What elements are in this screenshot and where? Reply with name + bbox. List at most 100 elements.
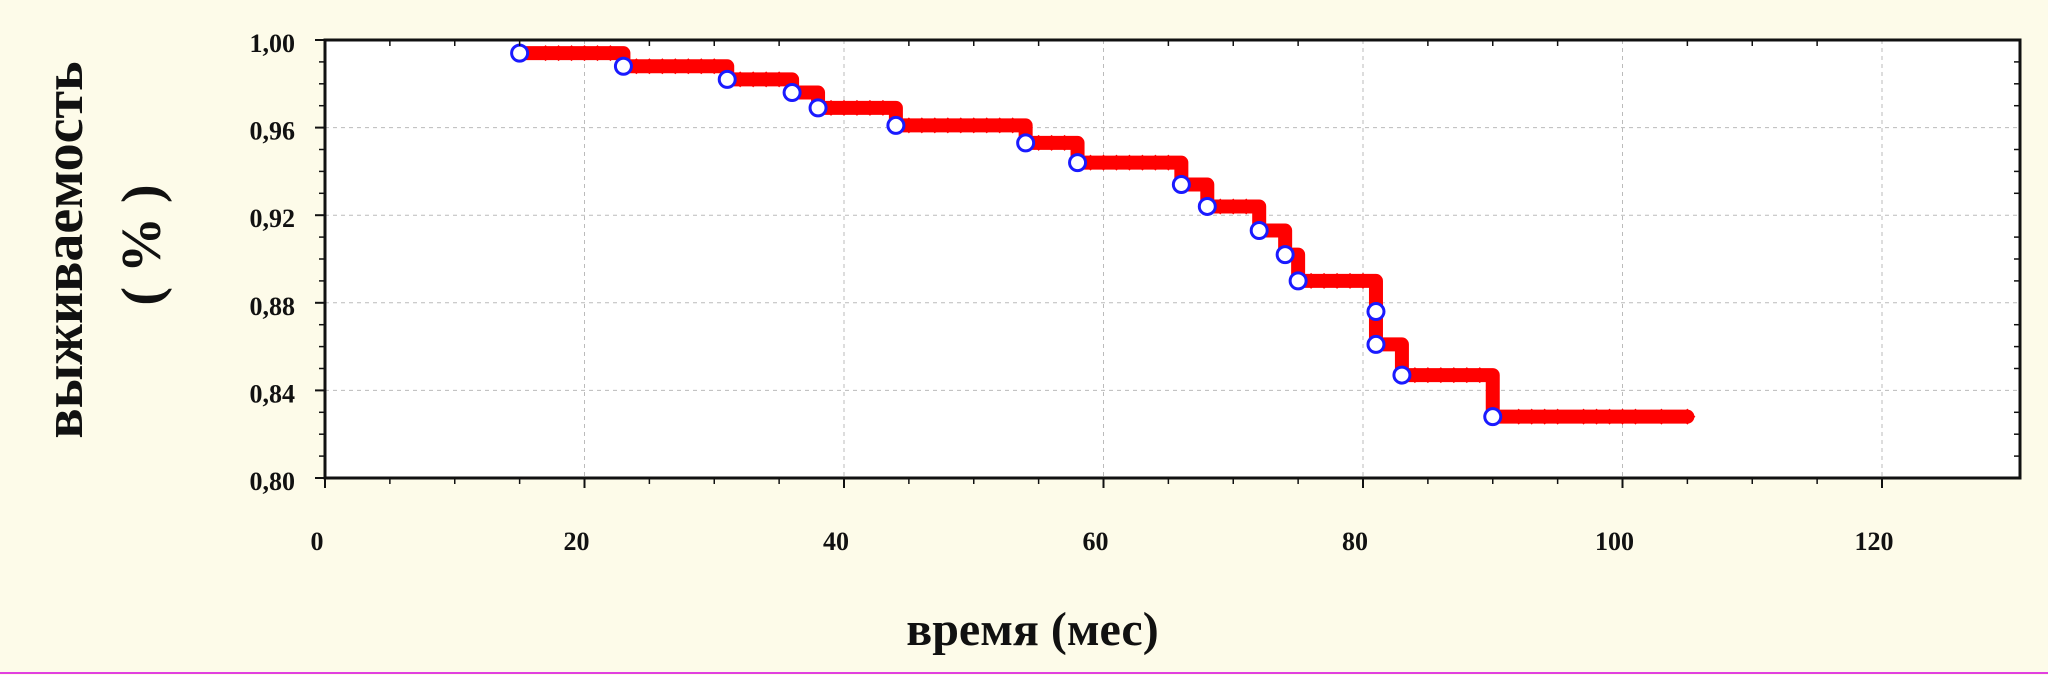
censored-marker [913, 117, 930, 134]
event-marker [1275, 245, 1295, 265]
censored-marker [1419, 367, 1436, 384]
censored-marker [1056, 134, 1073, 151]
censored-marker [1549, 408, 1566, 425]
censored-marker [680, 58, 697, 75]
event-marker [1171, 175, 1191, 195]
censored-marker [836, 99, 852, 116]
censored-marker [1108, 154, 1125, 171]
y-tick-label: 0,96 [250, 117, 296, 146]
censored-marker [1432, 367, 1449, 384]
censored-marker [589, 45, 606, 62]
censored-marker [1536, 408, 1553, 425]
censored-marker [1679, 408, 1696, 425]
x-tick-label: 20 [564, 527, 590, 556]
censored-marker [1134, 154, 1151, 171]
censored-marker [628, 58, 645, 75]
censored-marker [1147, 154, 1164, 171]
censored-marker [745, 71, 762, 88]
x-axis-title: время (мес) [906, 603, 1158, 656]
event-marker [886, 115, 906, 135]
event-marker [1366, 334, 1386, 354]
censored-marker [576, 45, 593, 62]
censored-marker [1303, 272, 1320, 289]
censored-marker [823, 99, 840, 116]
event-marker [1197, 196, 1217, 216]
event-marker [1392, 365, 1412, 385]
x-tick-label: 0 [311, 527, 324, 556]
censored-marker [1406, 367, 1423, 384]
censored-marker [1458, 367, 1475, 384]
censored-marker [1614, 408, 1631, 425]
censored-marker [991, 117, 1008, 134]
censored-marker [900, 117, 917, 134]
censored-marker [641, 58, 658, 75]
censored-marker [861, 99, 878, 116]
censored-marker [693, 58, 710, 75]
censored-marker [1212, 198, 1229, 215]
x-tick-label: 120 [1855, 527, 1894, 556]
censored-marker [1121, 154, 1138, 171]
censored-marker [1238, 198, 1255, 215]
censored-marker [550, 45, 567, 62]
censored-marker [848, 99, 865, 116]
censored-marker [1510, 408, 1527, 425]
censored-marker [667, 58, 684, 75]
censored-marker [732, 71, 749, 88]
censored-marker [706, 58, 723, 75]
event-marker [510, 43, 530, 63]
censored-marker [1523, 408, 1540, 425]
censored-marker [965, 117, 982, 134]
censored-marker [1030, 134, 1047, 151]
censored-marker [874, 99, 891, 116]
event-marker [808, 98, 828, 118]
x-tick-label: 100 [1595, 527, 1634, 556]
censored-marker [1225, 198, 1242, 215]
censored-marker [1160, 154, 1177, 171]
plot-area [325, 40, 2020, 478]
event-marker [1483, 407, 1503, 427]
censored-marker [1095, 154, 1112, 171]
event-marker [1366, 302, 1386, 322]
censored-marker [1588, 408, 1605, 425]
censored-marker [1329, 272, 1346, 289]
event-marker [717, 69, 737, 89]
censored-marker [1043, 134, 1060, 151]
censored-marker [537, 45, 554, 62]
censored-marker [952, 117, 969, 134]
censored-marker [1627, 408, 1644, 425]
censored-marker [978, 117, 995, 134]
y-tick-label: 0,84 [250, 379, 296, 408]
event-marker [782, 83, 802, 103]
y-tick-label: 1,00 [250, 29, 296, 58]
y-axis-unit: ( % ) [111, 184, 173, 305]
censored-marker [654, 58, 671, 75]
censored-marker [1601, 408, 1618, 425]
y-tick-label: 0,92 [250, 204, 296, 233]
x-tick-label: 40 [823, 527, 849, 556]
censored-marker [1575, 408, 1592, 425]
event-marker [1068, 153, 1088, 173]
censored-marker [1445, 367, 1462, 384]
censored-marker [1355, 272, 1371, 289]
censored-marker [1082, 154, 1099, 171]
event-marker [1249, 221, 1269, 241]
censored-marker [1316, 272, 1333, 289]
censored-marker [563, 45, 580, 62]
event-marker [613, 56, 633, 76]
axes: 0 20 40 60 80 100 120 0,80 0,84 0,88 0,92 0,96 1,00 [250, 29, 2020, 556]
y-tick-label: 0,80 [250, 467, 296, 496]
event-marker [1288, 271, 1308, 291]
censored-marker [939, 117, 956, 134]
censored-marker [1653, 408, 1670, 425]
x-tick-label: 60 [1083, 527, 1109, 556]
censored-marker [1342, 272, 1359, 289]
x-tick-label: 80 [1342, 527, 1368, 556]
censored-marker [758, 71, 775, 88]
event-marker [1016, 133, 1036, 153]
y-tick-label: 0,88 [250, 292, 296, 321]
censored-marker [1004, 117, 1021, 134]
censored-marker [926, 117, 943, 134]
censored-marker [602, 45, 619, 62]
y-axis-title: выживаемость [33, 61, 95, 438]
